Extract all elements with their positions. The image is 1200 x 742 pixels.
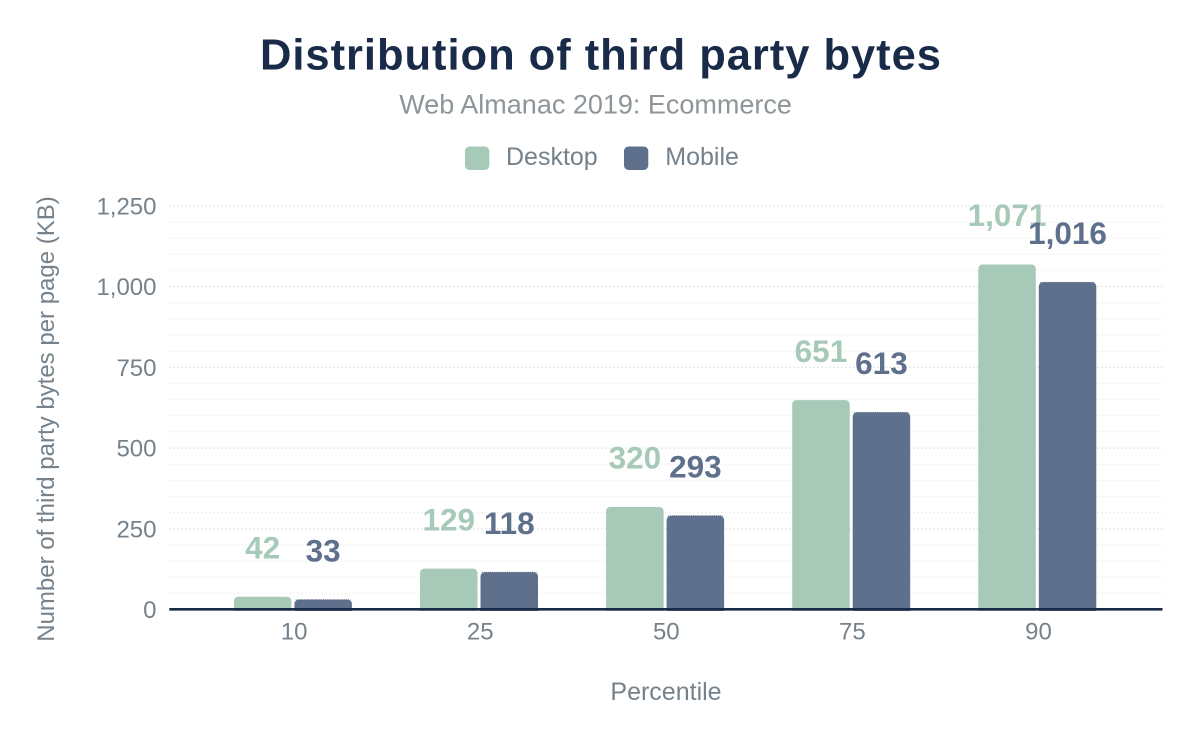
svg-text:750: 750 — [116, 355, 156, 382]
svg-text:75: 75 — [839, 619, 866, 646]
svg-text:320: 320 — [609, 440, 662, 476]
svg-text:42: 42 — [245, 529, 280, 565]
svg-text:651: 651 — [795, 333, 848, 369]
svg-text:10: 10 — [281, 619, 308, 646]
svg-text:1,016: 1,016 — [1028, 215, 1107, 251]
svg-text:Mobile: Mobile — [665, 143, 739, 171]
svg-text:0: 0 — [143, 597, 156, 624]
svg-text:293: 293 — [669, 448, 722, 484]
svg-text:500: 500 — [116, 436, 156, 463]
svg-text:Desktop: Desktop — [506, 143, 598, 171]
svg-text:Percentile: Percentile — [610, 678, 721, 706]
svg-text:1,250: 1,250 — [96, 194, 156, 221]
svg-text:250: 250 — [116, 516, 156, 543]
svg-text:Distribution of third party by: Distribution of third party bytes — [260, 32, 941, 80]
svg-text:613: 613 — [855, 345, 908, 381]
svg-text:50: 50 — [653, 619, 680, 646]
svg-text:1,000: 1,000 — [96, 274, 156, 301]
svg-text:Web Almanac 2019: Ecommerce: Web Almanac 2019: Ecommerce — [399, 90, 792, 120]
svg-text:129: 129 — [422, 501, 475, 537]
svg-text:1,071: 1,071 — [968, 197, 1047, 233]
svg-text:90: 90 — [1025, 619, 1052, 646]
svg-text:Number of third party bytes pe: Number of third party bytes per page (KB… — [33, 196, 60, 642]
svg-text:25: 25 — [467, 619, 494, 646]
svg-text:118: 118 — [484, 505, 535, 541]
svg-text:33: 33 — [306, 532, 341, 568]
